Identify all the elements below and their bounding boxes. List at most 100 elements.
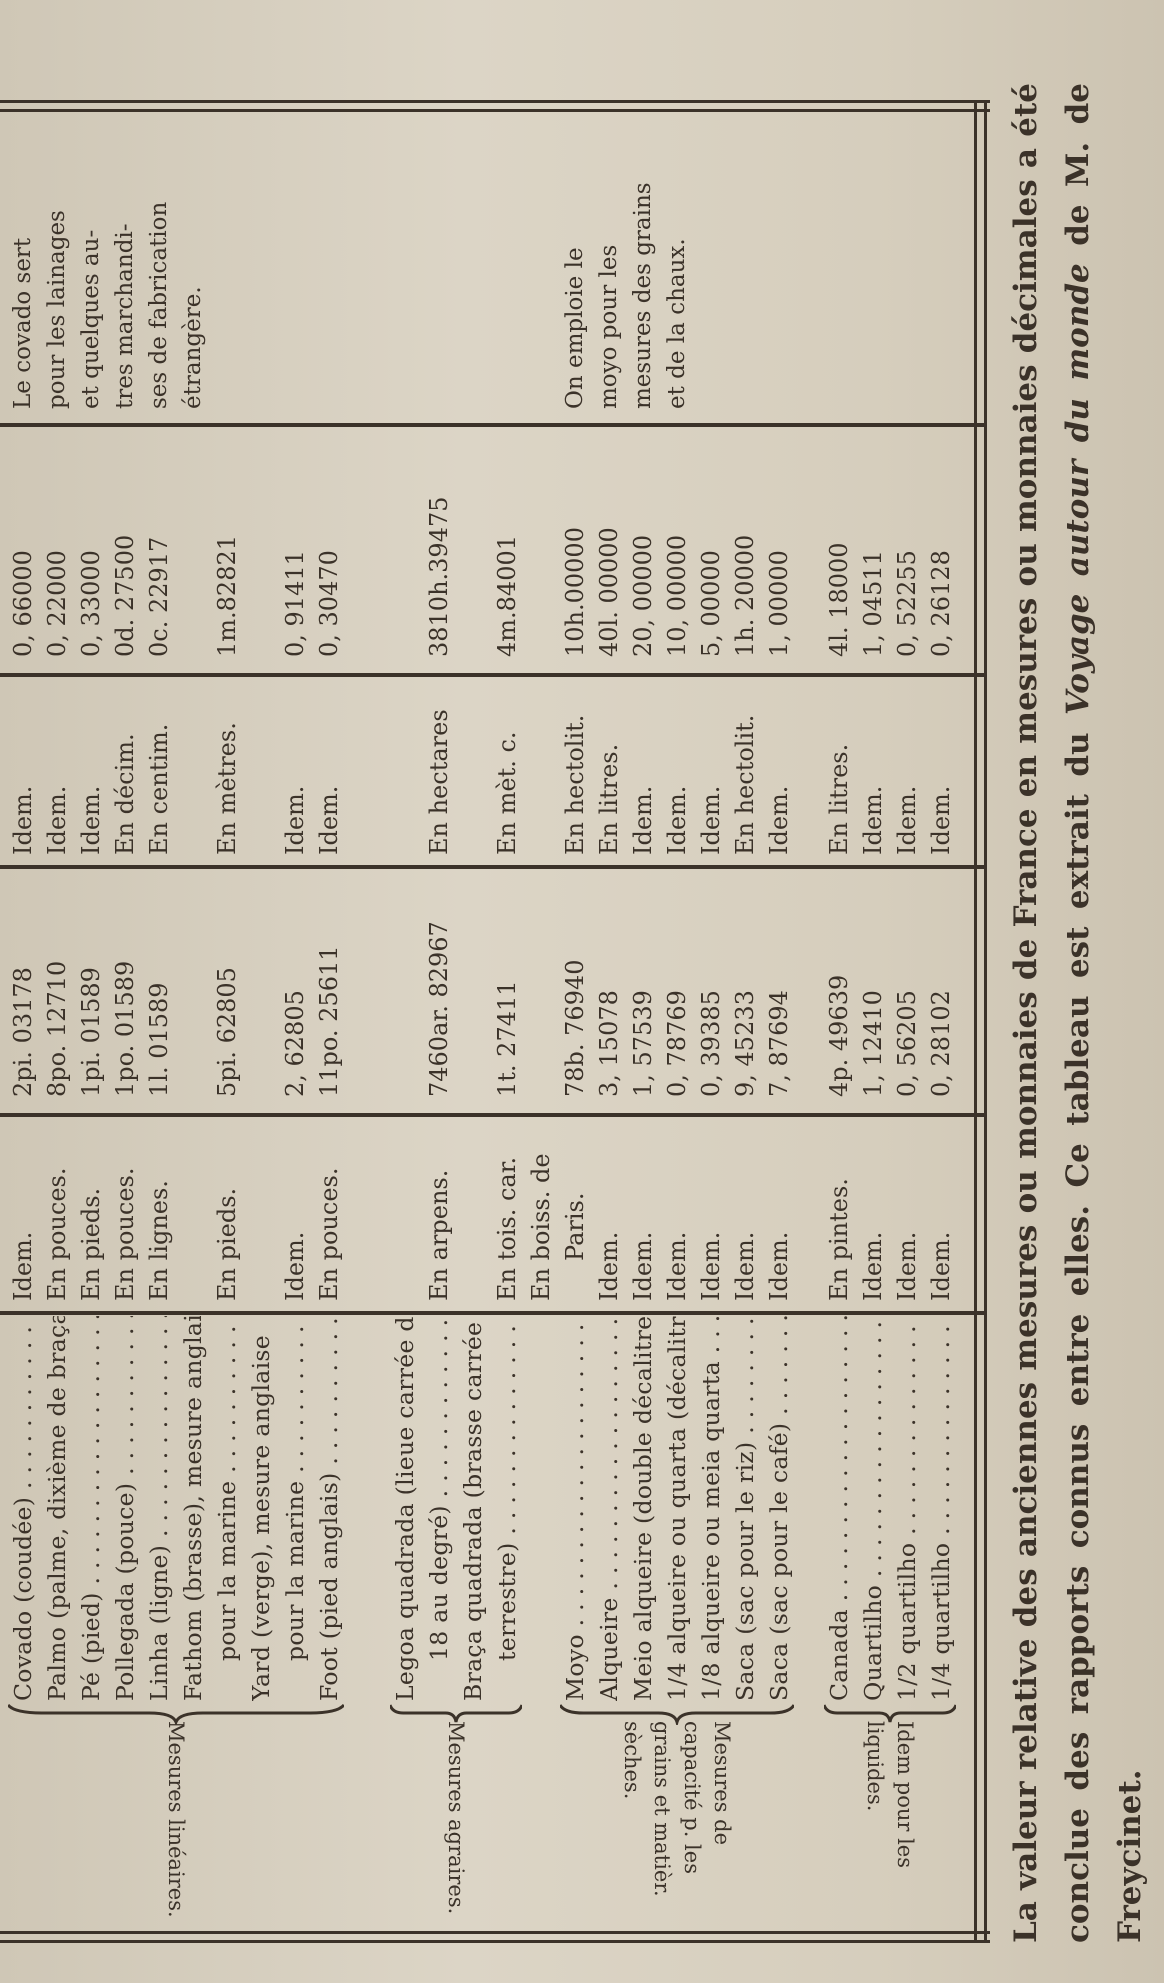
footnote-book-title: Voyage autour du monde [1060,263,1096,716]
cell-value: 4p. 49639 [825,974,853,1097]
cell-fr-value: 0, 22000 [43,550,71,657]
cell-name: pour la marine [278,1316,312,1701]
cell-fr-value: 4m.84001 [493,534,521,657]
cell-name: terrestre) [490,1316,524,1701]
cell-name: Yard (verge), mesure anglaise [247,1335,275,1701]
cell-fr-value: 0c. 22917 [145,536,173,657]
column-divider [0,865,985,869]
column-unit: En arpens. En tois. car. [388,1157,524,1301]
column-divider [0,1113,985,1117]
cell-unit: Paris. [561,1192,589,1261]
column-fr-value: 0, 66000 0, 22000 0, 33000 0d. 27500 0c. 229… [6,535,346,657]
notes-column: On emploie le moyo pour les mesures des gr… [524,182,694,409]
cell-value: 5pi. 62805 [213,967,241,1097]
cell-fr-unit: Idem. [629,785,657,855]
column-divider [0,1311,985,1315]
cell-unit: En boiss. de [527,1153,555,1301]
cell-fr-unit [388,709,422,855]
cell-unit: En tois. car. [493,1156,521,1301]
cell-unit [388,1157,422,1301]
cell-value: 1, 57539 [629,990,657,1097]
footnote: La valeur relative des anciennes mesures… [1000,83,1156,1943]
cell-fr-unit: Idem. [765,785,793,855]
cell-fr-unit: En hectolit. [561,714,589,855]
cell-name: Pollegada (pouce) [108,1316,142,1701]
column-name: Legoa quadrada (lieue carrée de 18 au deg… [388,1316,524,1701]
cell-value: 11po. 25611 [315,945,343,1097]
notes-column: Le covado sert pour les lainages et quelqu… [6,202,210,409]
cell-name: Braça quadrada (brasse carrée et [459,1316,487,1701]
cell-fr-unit: Idem. [9,785,37,855]
cell-fr-unit: Idem. [43,785,71,855]
cell-value: 7, 87694 [765,990,793,1097]
cell-value: 0, 56205 [893,990,921,1097]
cell-fr-value [176,535,210,657]
cell-fr-value [244,535,278,657]
cell-value [388,921,422,1097]
cell-name: Fathom (brasse), mesure anglaise [179,1316,207,1701]
cell-fr-value: 0, 30470 [315,550,343,657]
column-fr-unit: En hectares En mèt. c. [388,709,524,855]
cell-value: 7460ar. 82967 [425,921,453,1097]
cell-unit: En pieds. [77,1187,105,1301]
column-fr-unit: En litres. Idem. Idem. Idem. [822,744,958,855]
cell-unit: En pouces. [111,1167,139,1301]
cell-fr-value: 1h. 20000 [731,534,759,657]
cell-unit: Idem. [281,1231,309,1301]
cell-fr-value: 0, 26128 [927,550,955,657]
cell-value: 8po. 12710 [43,960,71,1097]
cell-fr-unit: En mèt. c. [493,731,521,855]
cell-name: Covado (coudée) [6,1316,40,1701]
column-fr-value: 3810h.39475 4m.84001 [388,496,524,657]
table-border-right [0,100,990,103]
cell-fr-value: 3810h.39475 [425,496,453,657]
cell-fr-unit: Idem. [893,785,921,855]
cell-fr-unit: Idem. [315,785,343,855]
cell-fr-value: 10h.00000 [561,527,589,657]
cell-name: 1/4 quartilho [924,1316,958,1701]
cell-fr-unit: En litres. [825,743,853,855]
cell-value: 1l. 01589 [145,982,173,1097]
column-value: 2pi. 03178 8po. 12710 1pi. 01589 1po. 01589… [6,945,346,1097]
category-label: Mesures linéaires. [164,1721,188,1918]
cell-value: 1po. 01589 [111,960,139,1097]
curly-brace-icon [560,1703,794,1725]
cell-fr-value: 0, 66000 [9,550,37,657]
cell-name: Quartilho [856,1316,890,1701]
note-line: Le covado sert [10,237,36,409]
cell-unit [456,1157,490,1301]
column-fr-unit: Idem. Idem. Idem. En décim. En centim. En mèt… [6,722,346,855]
cell-value: 1, 12410 [859,990,887,1097]
cell-name: 1/8 alqueire ou meia quarta [694,1316,728,1701]
column-divider [0,423,985,427]
column-unit: En pintes. Idem. Idem. Idem. [822,1178,958,1301]
note-line [524,182,558,409]
curly-brace-icon [824,1703,956,1725]
cell-name: Linha (ligne) [142,1316,176,1701]
cell-value [524,959,558,1097]
column-name: CanadaQuartilho1/2 quartilho1/4 quartilh… [822,1316,958,1701]
cell-fr-value [388,496,422,657]
cell-name: Legoa quadrada (lieue carrée de [391,1316,419,1701]
column-unit: En boiss. de Paris. Idem. Idem. Idem. Idem. Id… [524,1153,796,1301]
category-label: Idem pour les liquides. [863,1721,917,1868]
cell-fr-unit: Idem. [859,785,887,855]
cell-fr-unit: En litres. [595,743,623,855]
cell-unit: En pieds. [213,1187,241,1301]
cell-unit: Idem. [731,1231,759,1301]
cell-name: Saca (sac pour le riz) [728,1316,762,1701]
cell-value: 0, 39385 [697,990,725,1097]
cell-fr-unit [244,722,278,855]
column-divider [0,673,985,677]
cell-value: 1t. 27411 [493,980,521,1097]
cell-fr-unit: Idem. [663,785,691,855]
cell-fr-value [524,527,558,657]
column-value: 78b. 76940 3, 15078 1, 57539 0, 78769 0, 393… [524,959,796,1097]
cell-name: Alqueire [592,1316,626,1701]
cell-fr-unit: Idem. [77,785,105,855]
cell-unit: Idem. [663,1231,691,1301]
note-line: pour les lainages [44,210,70,409]
cell-value [176,945,210,1097]
cell-unit: En arpens. [425,1169,453,1301]
